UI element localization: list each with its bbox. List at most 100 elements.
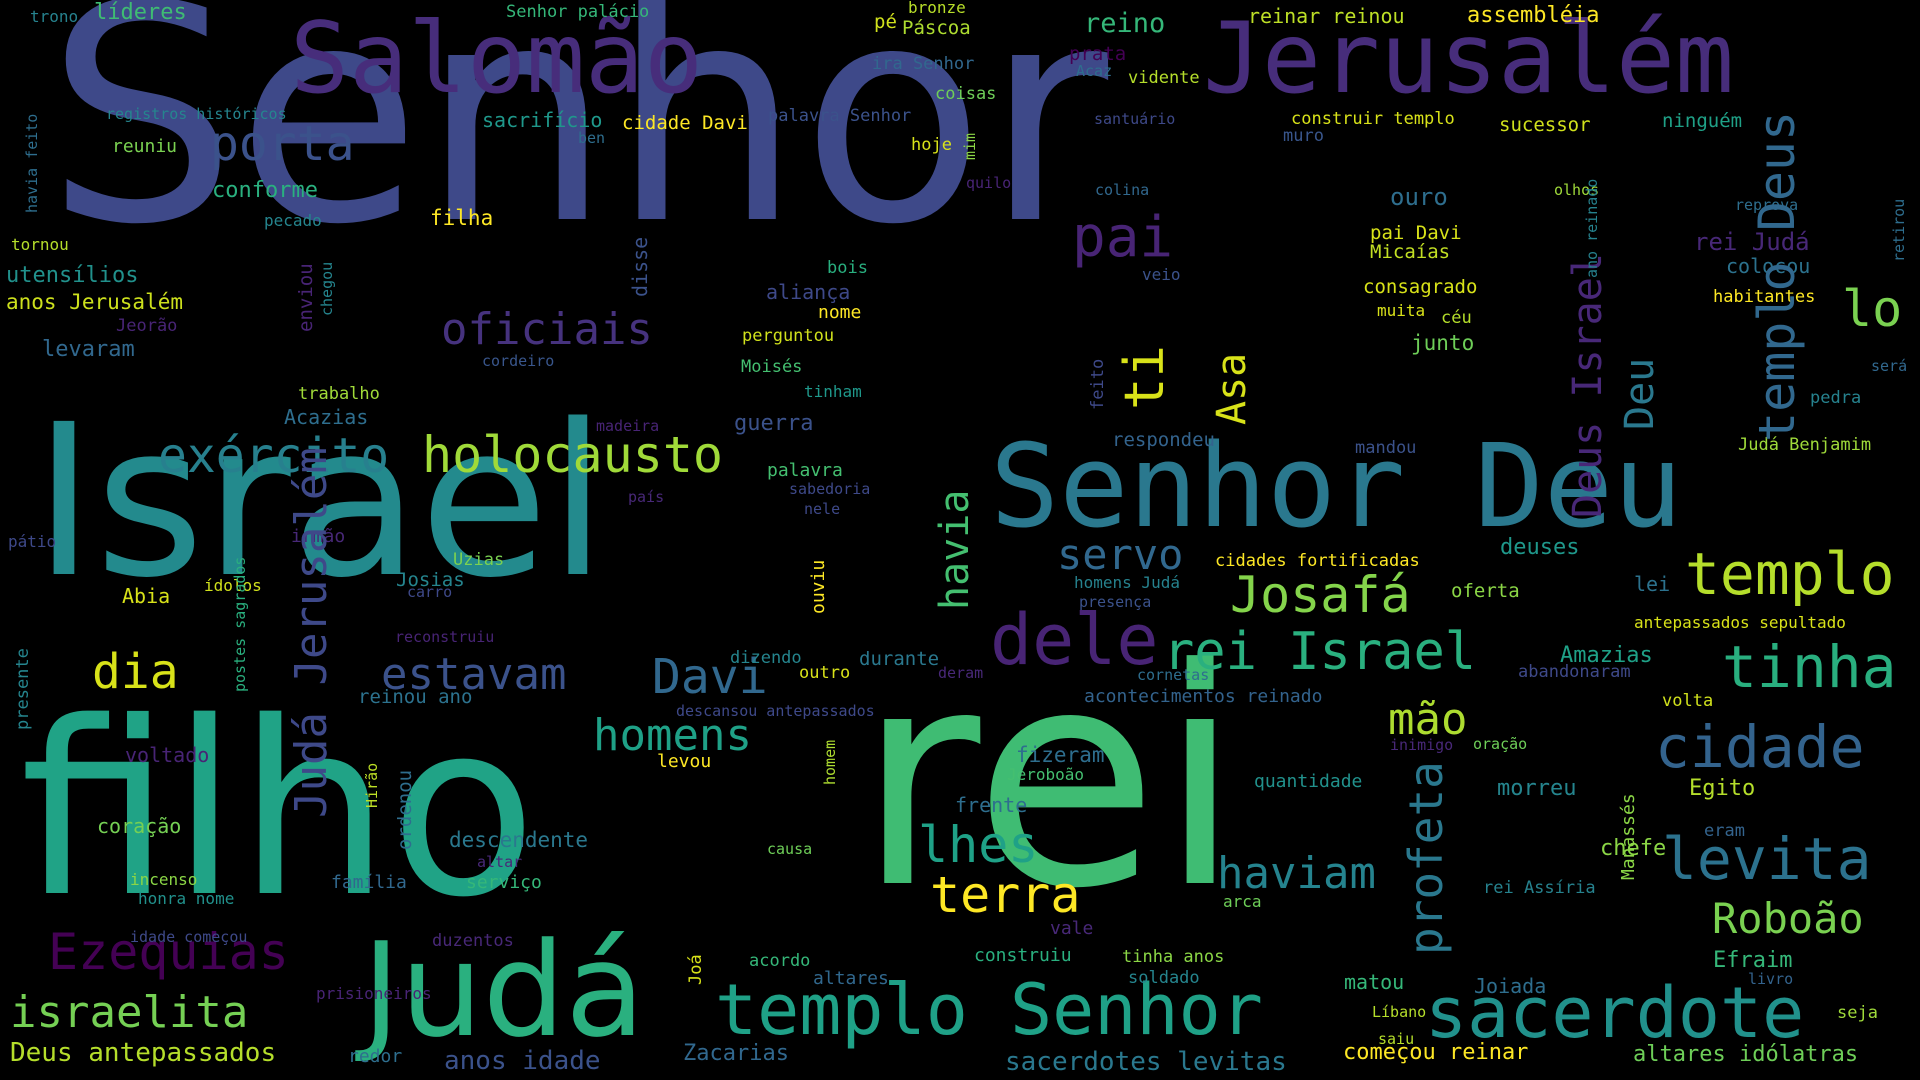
word: prisioneiros — [316, 984, 432, 1003]
word: abandonaram — [1518, 662, 1631, 682]
word: Salomão — [290, 2, 704, 116]
word: cidade — [1655, 713, 1865, 781]
word: líderes — [94, 0, 187, 25]
word: ouro — [1390, 183, 1448, 211]
word: utensílios — [6, 263, 139, 288]
word: idade começou — [130, 928, 248, 946]
word: lhes — [918, 816, 1039, 874]
word: tornou — [11, 235, 69, 254]
word: templo — [1685, 540, 1895, 608]
word: sucessor — [1499, 114, 1591, 136]
word: seja — [1837, 1003, 1878, 1023]
word: Joiada — [1474, 974, 1547, 998]
word: Hirão — [363, 762, 381, 808]
word: Jerusalém — [1203, 2, 1735, 116]
word: descendente — [449, 828, 589, 852]
word: guerra — [734, 411, 814, 436]
word: tinha — [1722, 633, 1897, 701]
word: vale — [1050, 918, 1094, 939]
word: será — [1871, 357, 1908, 375]
word: Deu — [1617, 357, 1663, 430]
word: anos idade — [444, 1046, 601, 1076]
word: mim — [961, 132, 979, 160]
word: cidade Davi — [622, 112, 748, 134]
word: vidente — [1128, 68, 1200, 88]
word: irmão — [291, 526, 346, 547]
word: Roboão — [1712, 894, 1864, 943]
word: duzentos — [432, 931, 514, 951]
word: Deus antepassados — [10, 1038, 277, 1068]
word: altares — [813, 968, 889, 989]
word: morreu — [1497, 776, 1577, 801]
word: fizeram — [1016, 743, 1105, 767]
word: coisas — [935, 84, 997, 104]
word: causa — [767, 840, 813, 858]
word: pé — [874, 11, 897, 33]
word: servo — [1057, 530, 1184, 579]
word: Zacarias — [683, 1041, 789, 1066]
word: redor — [348, 1046, 403, 1067]
word: Acaz — [1076, 62, 1113, 80]
word: Deus Israel — [1565, 253, 1611, 518]
word: deram — [938, 664, 984, 682]
word: outro — [799, 663, 851, 683]
word: ben — [578, 129, 606, 147]
word: soldado — [1128, 968, 1200, 988]
word: coração — [97, 814, 182, 838]
word: reinou ano — [358, 686, 473, 708]
word: sabedoria — [789, 480, 871, 498]
word: honra nome — [138, 889, 235, 908]
word: ninguém — [1662, 110, 1743, 132]
word: dizendo — [730, 648, 802, 668]
word: templo Deus — [1748, 110, 1806, 442]
word: chefe — [1600, 836, 1667, 861]
word: cordeiro — [482, 352, 555, 370]
word: matou — [1344, 970, 1405, 994]
word: Páscoa — [902, 17, 971, 39]
word: levaram — [42, 337, 135, 362]
word: Líbano — [1372, 1003, 1427, 1021]
word: inimigo — [1390, 736, 1454, 754]
word: Abia — [122, 584, 171, 608]
word: Micaías — [1370, 241, 1451, 263]
word: ouviu — [808, 559, 829, 614]
word: Uzias — [453, 550, 505, 570]
word: tinham — [804, 382, 862, 401]
word: aliança — [766, 280, 851, 304]
word: junto — [1411, 331, 1475, 355]
word: feito — [1088, 358, 1108, 410]
word: ano reinado — [1583, 178, 1601, 278]
word: homem — [821, 739, 839, 785]
word: arca — [1223, 892, 1262, 911]
word: Israel — [33, 379, 607, 624]
word: haviam — [1217, 848, 1376, 899]
word: colina — [1095, 181, 1150, 199]
word: reinar reinou — [1248, 4, 1405, 28]
word: céu — [1441, 308, 1472, 328]
word: havia — [932, 489, 978, 610]
word: anos Jerusalém — [6, 290, 184, 314]
word: postes sagrados — [231, 556, 249, 692]
word: dia — [92, 644, 179, 700]
word: filha — [430, 206, 494, 230]
word: mandou — [1355, 438, 1417, 458]
word: reconstruiu — [395, 628, 495, 646]
word: palavra — [767, 460, 843, 481]
word: sacrifício — [482, 108, 603, 132]
word: reprova — [1735, 196, 1799, 214]
word: presente — [13, 648, 33, 730]
word: pai — [1072, 205, 1174, 270]
word: veio — [1142, 265, 1181, 284]
word: respondeu — [1112, 429, 1215, 451]
word: mão — [1388, 694, 1468, 745]
word: Josias — [396, 569, 465, 591]
word: terra — [930, 866, 1081, 924]
word: cidades fortificadas — [1215, 551, 1420, 571]
word: acordo — [749, 951, 811, 971]
word: habitantes — [1713, 287, 1816, 307]
word: oração — [1473, 735, 1528, 753]
word: Joá — [686, 954, 706, 985]
word: Senhor Deu — [990, 420, 1683, 554]
word: Judá Jerusalém — [286, 447, 337, 818]
